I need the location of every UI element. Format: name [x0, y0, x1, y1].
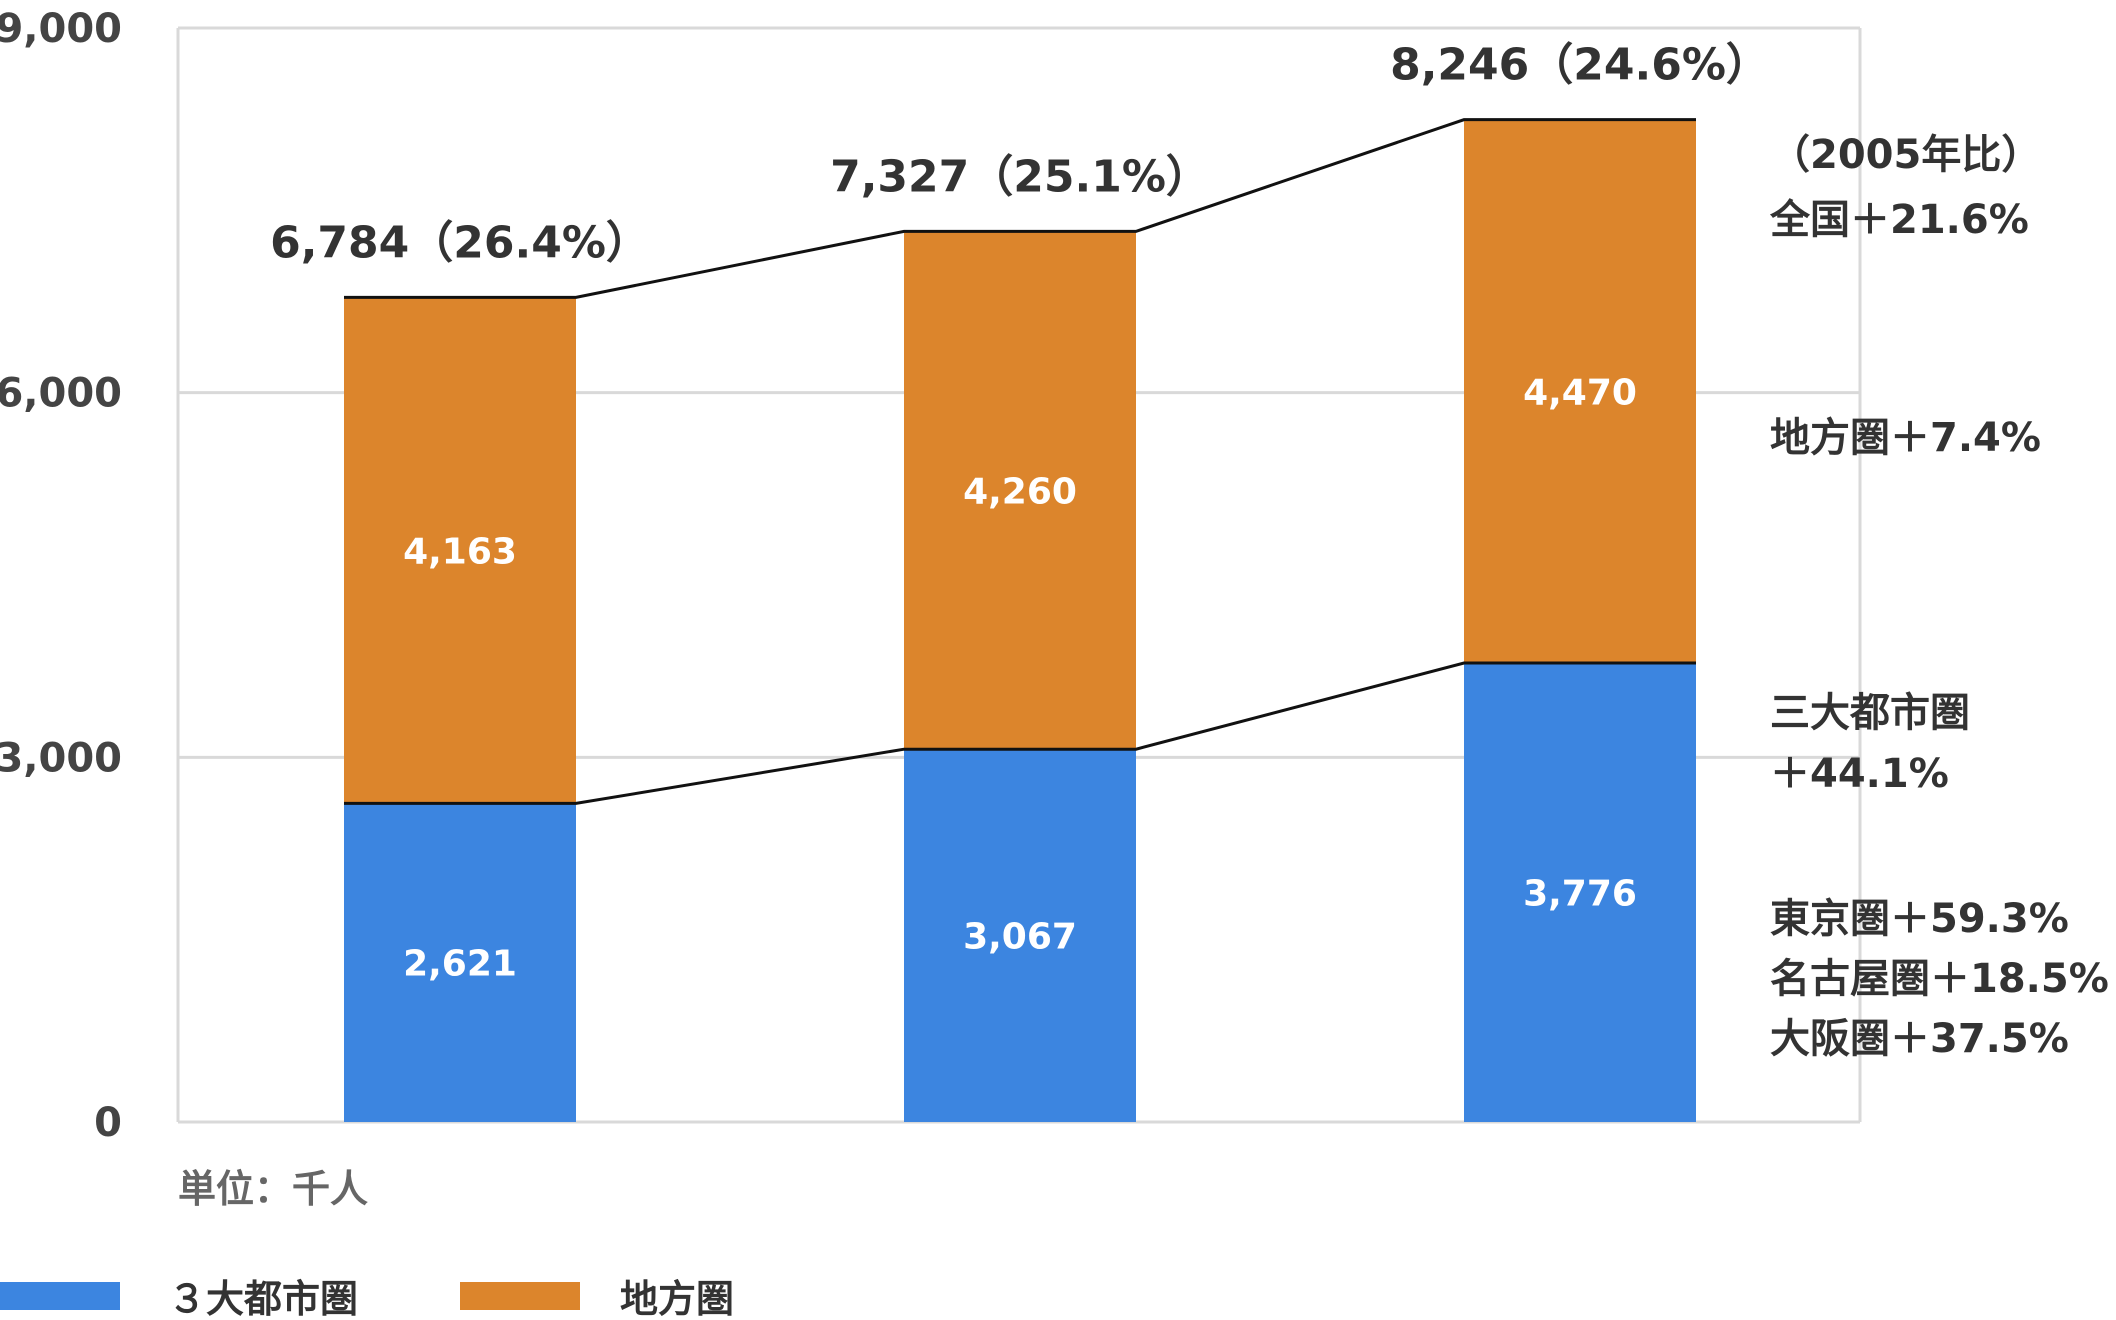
annotation-rural: 地方圏＋7.4%: [1770, 415, 2041, 461]
legend-label-rural: 地方圏: [620, 1277, 734, 1320]
bar-segment: [344, 297, 576, 804]
bar-segment: [904, 231, 1136, 750]
segment-value-label: 4,163: [403, 531, 517, 572]
labels-layer: 2,621 4,163 6,784（26.4%） 3,067 4,260 7,327（25…: [270, 40, 1770, 985]
metro-connector-line: [344, 661, 1696, 805]
unit-label: 単位：千人: [178, 1167, 368, 1211]
legend-label-metro: ３大都市圏: [168, 1277, 358, 1320]
y-tick-label: 9,000: [0, 6, 122, 52]
bar-segment: [904, 749, 1136, 1122]
bar-segment: [1464, 663, 1696, 1122]
segment-value-label: 3,776: [1523, 874, 1637, 915]
y-tick-label: 0: [94, 1100, 122, 1146]
legend: ３大都市圏 地方圏: [0, 1277, 734, 1320]
y-tick-label: 6,000: [0, 371, 122, 417]
annotation-nagoya: 名古屋圏＋18.5%: [1770, 956, 2109, 1002]
total-connector-line: [344, 118, 1696, 299]
annotation-tokyo: 東京圏＋59.3%: [1770, 896, 2069, 942]
annotation-header: （2005年比）: [1770, 132, 2041, 178]
total-value-label: 7,327（25.1%）: [830, 151, 1210, 202]
annotation-metro-line1: 三大都市圏: [1770, 690, 1970, 736]
connector-layer: [344, 118, 1696, 805]
bar-segment: [344, 803, 576, 1122]
total-value-label: 8,246（24.6%）: [1390, 40, 1770, 91]
total-value-label: 6,784（26.4%）: [270, 217, 650, 268]
segment-value-label: 2,621: [403, 944, 517, 985]
annotation-osaka: 大阪圏＋37.5%: [1770, 1016, 2069, 1062]
segment-value-label: 4,470: [1523, 372, 1637, 413]
segment-value-label: 4,260: [963, 471, 1077, 512]
legend-swatch-rural: [460, 1282, 580, 1310]
y-tick-label: 3,000: [0, 735, 122, 781]
bars-layer: [344, 119, 1696, 1122]
legend-swatch-metro: [0, 1282, 120, 1310]
segment-value-label: 3,067: [963, 917, 1077, 958]
annotations: （2005年比） 全国＋21.6% 地方圏＋7.4% 三大都市圏 ＋44.1% …: [1769, 132, 2109, 1062]
annotation-national: 全国＋21.6%: [1769, 197, 2029, 243]
annotation-metro-line2: ＋44.1%: [1770, 751, 1949, 797]
bar-segment: [1464, 119, 1696, 664]
